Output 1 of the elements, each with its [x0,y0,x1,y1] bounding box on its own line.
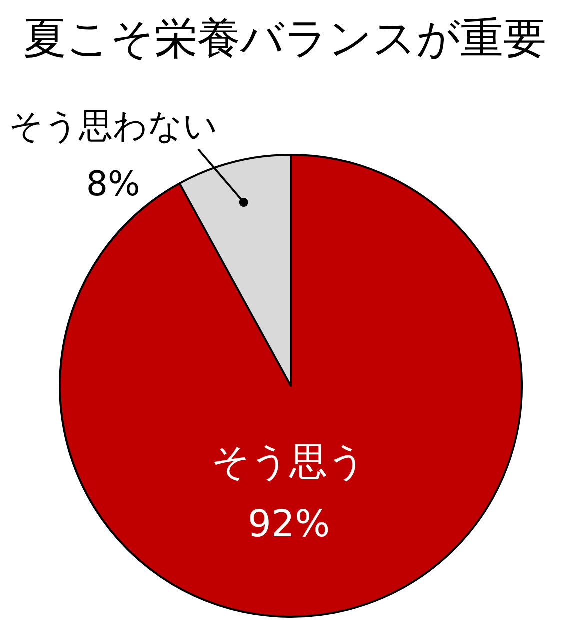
title: 夏こそ栄養バランスが重要 [24,14,546,64]
